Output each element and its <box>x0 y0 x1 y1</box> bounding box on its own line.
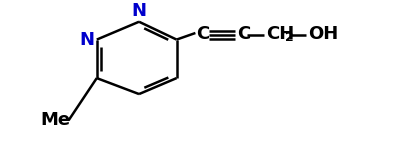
Text: OH: OH <box>308 25 339 43</box>
Text: Me: Me <box>40 111 71 129</box>
Text: N: N <box>131 2 147 20</box>
Text: 2: 2 <box>285 31 293 44</box>
Text: C: C <box>196 25 210 43</box>
Text: CH: CH <box>266 25 294 43</box>
Text: C: C <box>237 25 250 43</box>
Text: N: N <box>79 31 94 49</box>
